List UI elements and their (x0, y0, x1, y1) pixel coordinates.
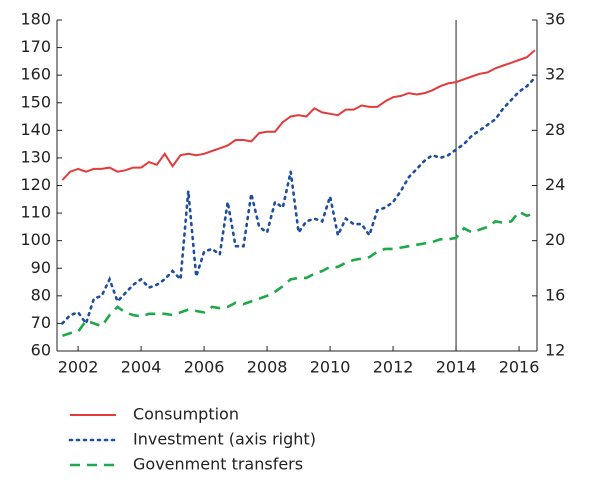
series-line (61, 76, 537, 327)
y-tick-label: 90 (31, 258, 51, 277)
x-tick-label: 2002 (58, 358, 99, 377)
y-tick-label: 80 (31, 285, 51, 304)
y-tick-label: 150 (20, 92, 51, 111)
y-tick-label: 130 (20, 147, 51, 166)
y-tick-label: 100 (20, 230, 51, 249)
legend-label: Investment (axis right) (133, 430, 316, 449)
y2-tick-label: 16 (545, 285, 565, 304)
x-tick-label: 2004 (121, 358, 162, 377)
y-tick-label: 110 (20, 203, 51, 222)
x-tick-label: 2016 (499, 358, 540, 377)
y2-tick-label: 24 (545, 175, 565, 194)
y2-tick-label: 20 (545, 230, 565, 249)
legend-label: Govenment transfers (133, 455, 303, 474)
y2-tick-label: 32 (545, 65, 565, 84)
y-tick-label: 60 (31, 341, 51, 360)
x-tick-label: 2012 (373, 358, 414, 377)
x-tick-label: 2006 (184, 358, 225, 377)
y-tick-label: 120 (20, 175, 51, 194)
x-tick-label: 2010 (310, 358, 351, 377)
y-tick-label: 140 (20, 120, 51, 139)
y2-tick-label: 36 (545, 10, 565, 29)
y-tick-label: 70 (31, 313, 51, 332)
y2-tick-label: 12 (545, 341, 565, 360)
series-line (61, 210, 536, 338)
y-tick-label: 170 (20, 37, 51, 56)
y-tick-label: 160 (20, 65, 51, 84)
x-tick-label: 2014 (436, 358, 477, 377)
y-tick-label: 180 (20, 10, 51, 29)
x-tick-label: 2008 (247, 358, 288, 377)
y2-tick-label: 28 (545, 120, 565, 139)
legend-label: Consumption (133, 405, 239, 424)
series-line (61, 49, 536, 181)
